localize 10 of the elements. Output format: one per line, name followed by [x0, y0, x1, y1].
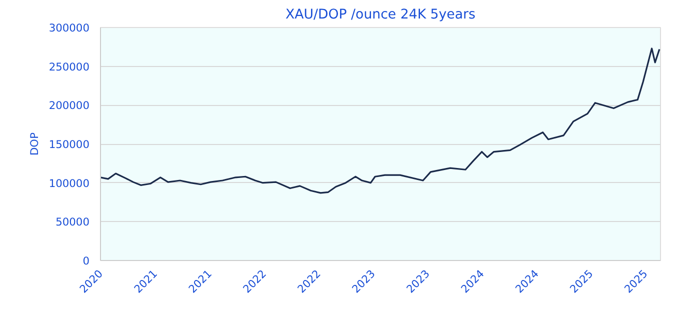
y-tick-label: 200000 [48, 99, 90, 112]
y-tick-label: 50000 [56, 216, 90, 229]
line-series [100, 48, 660, 194]
y-tick-label: 250000 [48, 60, 90, 74]
y-axis-title: DOP [28, 132, 41, 156]
y-tick-label: 100000 [48, 176, 90, 190]
y-tick-label: 150000 [48, 138, 90, 151]
y-tick-label: 0 [82, 254, 90, 268]
chart-title: XAU/DOP /ounce 24K 5years [286, 8, 476, 22]
y-tick-label: 300000 [48, 22, 90, 34]
